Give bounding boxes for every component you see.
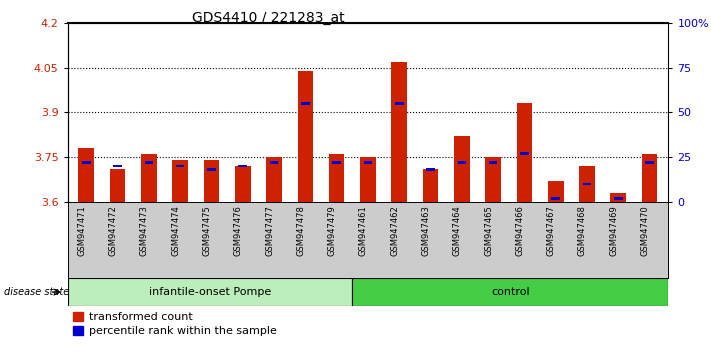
Bar: [172, 160, 188, 202]
Text: GSM947479: GSM947479: [328, 206, 336, 256]
Text: infantile-onset Pompe: infantile-onset Pompe: [149, 287, 271, 297]
Text: GSM947465: GSM947465: [484, 206, 493, 256]
Bar: [646, 161, 654, 164]
Bar: [423, 169, 439, 202]
Bar: [352, 278, 668, 306]
Bar: [297, 71, 313, 202]
Bar: [392, 62, 407, 202]
Bar: [269, 161, 279, 164]
Bar: [488, 161, 498, 164]
Text: GSM947472: GSM947472: [109, 206, 117, 256]
Bar: [301, 102, 310, 105]
Text: GSM947468: GSM947468: [578, 206, 587, 256]
Bar: [614, 197, 623, 200]
Bar: [454, 136, 470, 202]
Bar: [207, 168, 215, 171]
Bar: [141, 154, 156, 202]
Bar: [328, 154, 344, 202]
Bar: [176, 165, 184, 167]
Bar: [363, 161, 373, 164]
Bar: [144, 161, 153, 164]
Bar: [203, 160, 219, 202]
Text: GSM947474: GSM947474: [171, 206, 180, 256]
Bar: [238, 165, 247, 167]
Bar: [520, 152, 529, 155]
Bar: [642, 154, 658, 202]
Bar: [332, 161, 341, 164]
Text: GSM947470: GSM947470: [641, 206, 650, 256]
Bar: [579, 166, 595, 202]
Bar: [517, 103, 533, 202]
Bar: [82, 161, 90, 164]
Text: disease state: disease state: [4, 287, 69, 297]
Bar: [360, 157, 376, 202]
Text: GSM947462: GSM947462: [390, 206, 400, 256]
Text: GDS4410 / 221283_at: GDS4410 / 221283_at: [192, 11, 345, 25]
Bar: [68, 278, 352, 306]
Text: GSM947467: GSM947467: [547, 206, 556, 256]
Bar: [457, 161, 466, 164]
Text: GSM947461: GSM947461: [359, 206, 368, 256]
Bar: [426, 168, 435, 171]
Legend: transformed count, percentile rank within the sample: transformed count, percentile rank withi…: [73, 312, 277, 336]
Text: GSM947476: GSM947476: [234, 206, 242, 256]
Text: GSM947469: GSM947469: [609, 206, 619, 256]
Bar: [113, 165, 122, 167]
Bar: [552, 197, 560, 200]
Text: GSM947478: GSM947478: [296, 206, 305, 256]
Text: control: control: [491, 287, 530, 297]
Bar: [395, 102, 404, 105]
Text: GSM947463: GSM947463: [422, 206, 431, 256]
Bar: [78, 148, 94, 202]
Bar: [583, 183, 592, 185]
Text: GSM947477: GSM947477: [265, 206, 274, 256]
Bar: [109, 169, 125, 202]
Bar: [266, 157, 282, 202]
Text: GSM947471: GSM947471: [77, 206, 86, 256]
Text: GSM947466: GSM947466: [515, 206, 525, 256]
Text: GSM947464: GSM947464: [453, 206, 462, 256]
Bar: [611, 193, 626, 202]
Text: GSM947473: GSM947473: [140, 206, 149, 256]
Text: GSM947475: GSM947475: [203, 206, 211, 256]
Bar: [548, 181, 564, 202]
Bar: [486, 157, 501, 202]
Bar: [235, 166, 250, 202]
